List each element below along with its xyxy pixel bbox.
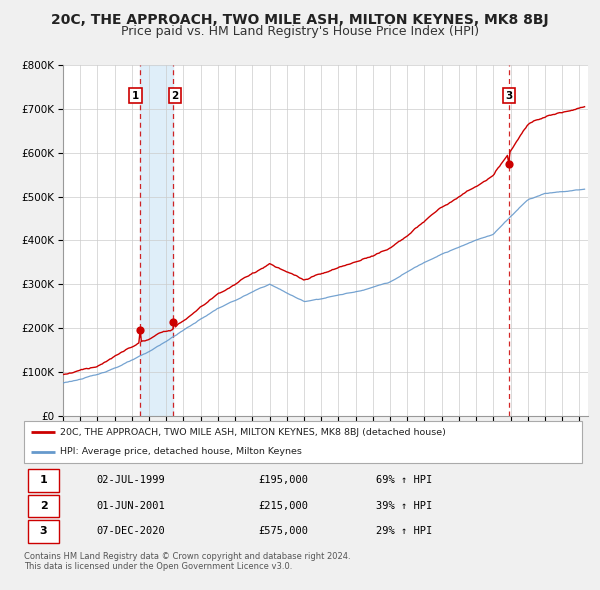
Text: 02-JUL-1999: 02-JUL-1999 xyxy=(97,476,165,486)
Bar xyxy=(140,65,173,416)
Text: 1: 1 xyxy=(40,476,47,486)
Point xyxy=(136,326,145,335)
Text: 2: 2 xyxy=(172,91,179,101)
Text: 3: 3 xyxy=(40,526,47,536)
Text: £215,000: £215,000 xyxy=(259,501,308,511)
Text: 20C, THE APPROACH, TWO MILE ASH, MILTON KEYNES, MK8 8BJ: 20C, THE APPROACH, TWO MILE ASH, MILTON … xyxy=(51,13,549,27)
Text: 2: 2 xyxy=(40,501,47,511)
FancyBboxPatch shape xyxy=(28,469,59,491)
Text: 07-DEC-2020: 07-DEC-2020 xyxy=(97,526,165,536)
Text: 1: 1 xyxy=(131,91,139,101)
FancyBboxPatch shape xyxy=(28,495,59,517)
Text: This data is licensed under the Open Government Licence v3.0.: This data is licensed under the Open Gov… xyxy=(24,562,292,571)
FancyBboxPatch shape xyxy=(28,520,59,543)
Text: 20C, THE APPROACH, TWO MILE ASH, MILTON KEYNES, MK8 8BJ (detached house): 20C, THE APPROACH, TWO MILE ASH, MILTON … xyxy=(60,428,446,437)
Text: 69% ↑ HPI: 69% ↑ HPI xyxy=(376,476,432,486)
Point xyxy=(169,317,178,326)
Text: Contains HM Land Registry data © Crown copyright and database right 2024.: Contains HM Land Registry data © Crown c… xyxy=(24,552,350,560)
Text: 01-JUN-2001: 01-JUN-2001 xyxy=(97,501,165,511)
Text: 3: 3 xyxy=(505,91,513,101)
Text: £195,000: £195,000 xyxy=(259,476,308,486)
Text: 39% ↑ HPI: 39% ↑ HPI xyxy=(376,501,432,511)
Point xyxy=(505,159,514,168)
Text: 29% ↑ HPI: 29% ↑ HPI xyxy=(376,526,432,536)
Text: Price paid vs. HM Land Registry's House Price Index (HPI): Price paid vs. HM Land Registry's House … xyxy=(121,25,479,38)
Text: £575,000: £575,000 xyxy=(259,526,308,536)
Text: HPI: Average price, detached house, Milton Keynes: HPI: Average price, detached house, Milt… xyxy=(60,447,302,456)
